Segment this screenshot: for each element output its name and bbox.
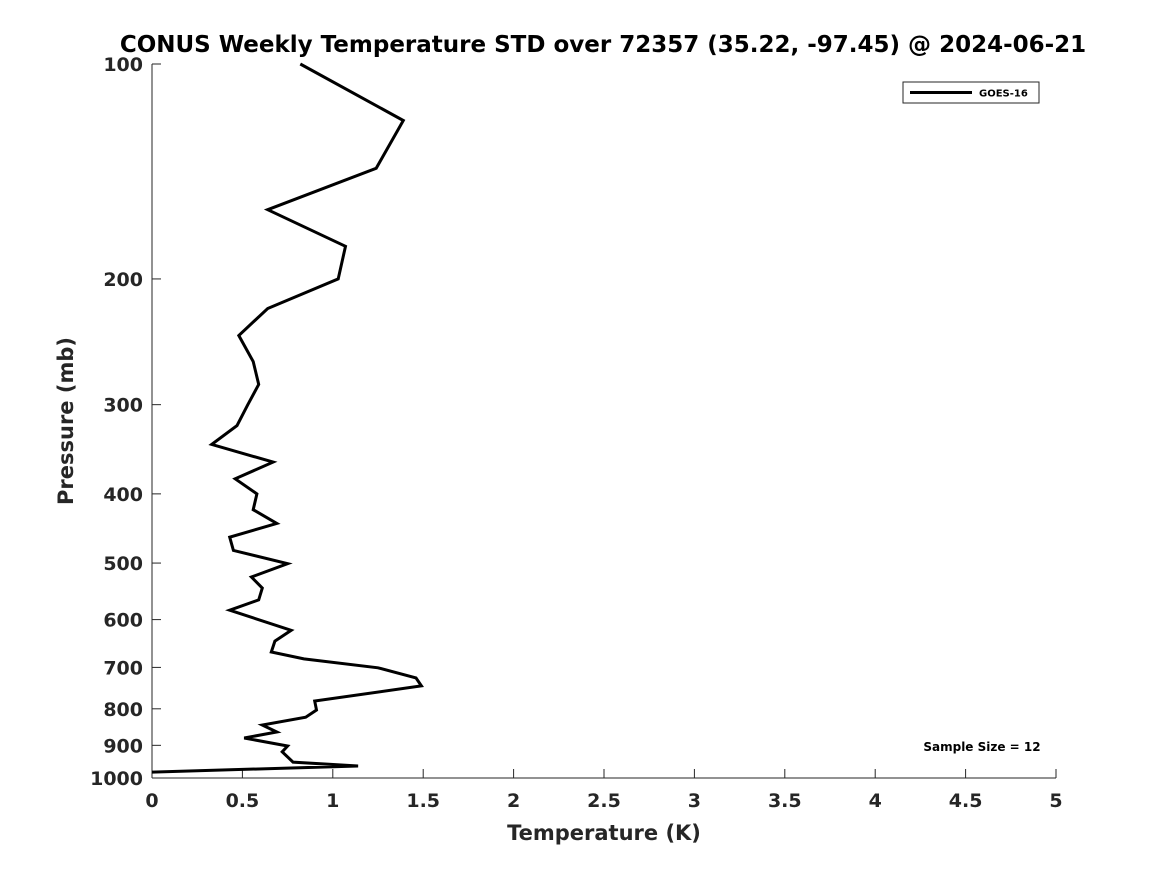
y-tick-label: 800 bbox=[103, 699, 143, 721]
legend-label: GOES-16 bbox=[979, 89, 1028, 100]
x-tick-label: 3.5 bbox=[768, 790, 802, 812]
y-tick-label: 700 bbox=[103, 657, 143, 679]
x-tick-label: 3 bbox=[688, 790, 701, 812]
chart-title: CONUS Weekly Temperature STD over 72357 … bbox=[120, 32, 1086, 58]
x-tick-label: 2.5 bbox=[587, 790, 621, 812]
y-tick-label: 400 bbox=[103, 484, 143, 506]
axes: 0 0.5 1 1.5 2 2.5 3 3.5 4 4.5 5 100 200 300 400 500 600 7… bbox=[90, 54, 1063, 812]
x-tick-label: 0.5 bbox=[226, 790, 260, 812]
y-tick-label: 200 bbox=[103, 269, 143, 291]
legend: GOES-16 bbox=[902, 81, 1040, 104]
y-axis-label: Pressure (mb) bbox=[54, 337, 78, 505]
y-tick-label: 900 bbox=[103, 735, 143, 757]
series-line-goes-16 bbox=[151, 62, 424, 774]
x-tick-label: 4 bbox=[869, 790, 882, 812]
x-tick-label: 0 bbox=[145, 790, 158, 812]
x-tick-label: 1.5 bbox=[406, 790, 440, 812]
x-tick-label: 2 bbox=[507, 790, 520, 812]
y-tick-label: 100 bbox=[103, 54, 143, 76]
x-tick-label: 4.5 bbox=[949, 790, 983, 812]
y-tick-label: 1000 bbox=[90, 768, 143, 790]
y-tick-label: 300 bbox=[103, 395, 143, 417]
sample-size-annotation: Sample Size = 12 bbox=[923, 740, 1040, 754]
x-tick-label: 5 bbox=[1049, 790, 1062, 812]
y-tick-label: 600 bbox=[103, 610, 143, 632]
y-tick-label: 500 bbox=[103, 553, 143, 575]
x-axis-label: Temperature (K) bbox=[507, 821, 701, 845]
x-tick-label: 1 bbox=[326, 790, 339, 812]
